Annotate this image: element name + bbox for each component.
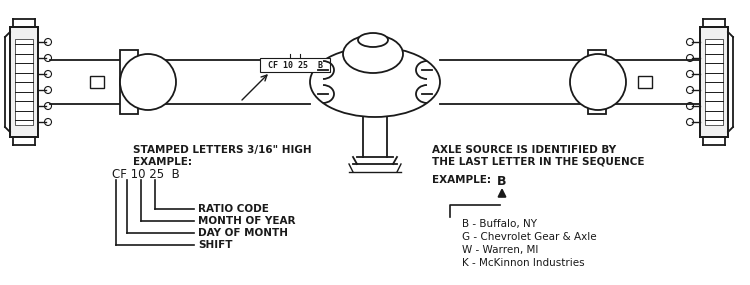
Circle shape	[570, 54, 626, 110]
Circle shape	[686, 103, 694, 109]
Circle shape	[686, 54, 694, 62]
Bar	[90, 76, 104, 88]
Circle shape	[44, 119, 52, 125]
Ellipse shape	[343, 35, 403, 73]
Ellipse shape	[358, 33, 388, 47]
Circle shape	[44, 103, 52, 109]
Ellipse shape	[310, 47, 440, 117]
Text: STAMPED LETTERS 3/16" HIGH: STAMPED LETTERS 3/16" HIGH	[133, 145, 312, 155]
Text: EXAMPLE:: EXAMPLE:	[133, 157, 192, 167]
Text: B - Buffalo, NY: B - Buffalo, NY	[462, 219, 537, 229]
Bar	[700, 27, 728, 137]
Circle shape	[686, 119, 694, 125]
Text: THE LAST LETTER IN THE SEQUENCE: THE LAST LETTER IN THE SEQUENCE	[432, 157, 644, 167]
Text: EXAMPLE:: EXAMPLE:	[432, 175, 491, 185]
Text: W - Warren, MI: W - Warren, MI	[462, 245, 538, 255]
Text: SHIFT: SHIFT	[198, 240, 232, 250]
Bar	[120, 50, 138, 114]
Bar	[705, 39, 723, 125]
Bar	[260, 58, 330, 72]
Circle shape	[44, 70, 52, 78]
Circle shape	[44, 38, 52, 46]
Text: G - Chevrolet Gear & Axle: G - Chevrolet Gear & Axle	[462, 232, 597, 242]
Text: AXLE SOURCE IS IDENTIFIED BY: AXLE SOURCE IS IDENTIFIED BY	[432, 145, 616, 155]
Text: RATIO CODE: RATIO CODE	[198, 204, 268, 214]
Bar	[15, 39, 33, 125]
Text: CF 10 25  B: CF 10 25 B	[112, 168, 180, 181]
Bar	[638, 76, 652, 88]
Text: MONTH OF YEAR: MONTH OF YEAR	[198, 216, 296, 226]
Text: K - McKinnon Industries: K - McKinnon Industries	[462, 258, 585, 268]
Text: B: B	[497, 175, 507, 188]
Text: DAY OF MONTH: DAY OF MONTH	[198, 228, 288, 238]
Circle shape	[44, 87, 52, 93]
Circle shape	[686, 38, 694, 46]
Circle shape	[686, 87, 694, 93]
Text: CF 10 25  B: CF 10 25 B	[268, 60, 322, 70]
Bar	[10, 27, 38, 137]
Circle shape	[44, 54, 52, 62]
Circle shape	[120, 54, 176, 110]
Circle shape	[686, 70, 694, 78]
Bar	[588, 50, 606, 114]
